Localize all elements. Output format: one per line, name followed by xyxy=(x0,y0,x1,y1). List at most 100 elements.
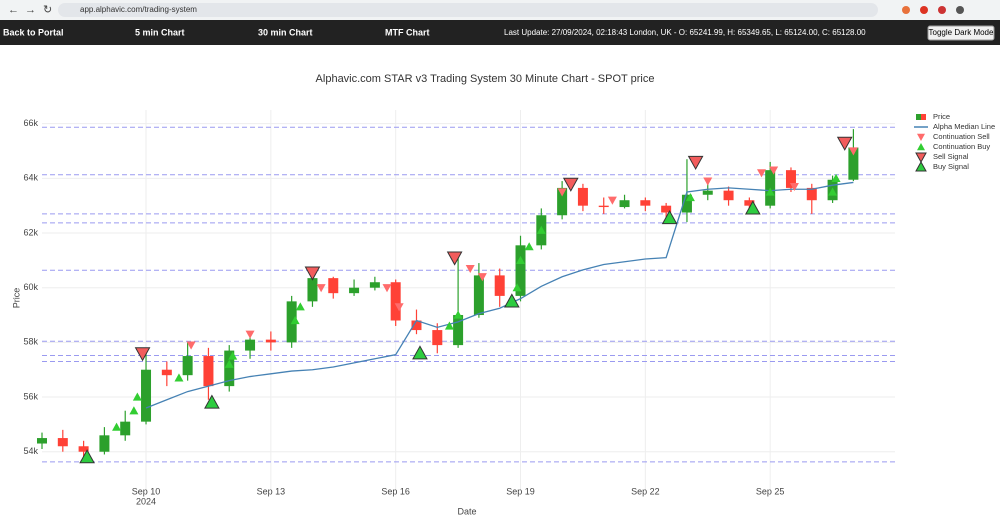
candle-body xyxy=(99,435,110,452)
nav-link[interactable]: MTF Chart xyxy=(385,27,430,37)
x-tick-label: Sep 19 xyxy=(506,486,535,496)
signal-marker xyxy=(503,293,520,308)
legend-label: Price xyxy=(933,112,950,121)
candle-body xyxy=(848,147,859,180)
continuation-marker xyxy=(174,373,184,382)
legend-label: Alpha Median Line xyxy=(933,122,995,131)
address-field[interactable] xyxy=(58,3,878,17)
continuation-marker xyxy=(453,310,463,319)
continuation-marker xyxy=(524,242,534,251)
continuation-marker xyxy=(557,188,567,197)
y-tick-label: 62k xyxy=(23,227,38,237)
signal-marker xyxy=(661,209,678,225)
legend-symbol xyxy=(915,160,927,172)
candle-body xyxy=(224,350,235,387)
continuation-marker xyxy=(129,406,139,415)
x-tick-label: Sep 16 xyxy=(381,486,410,496)
nav-bar: Back to Portal 5 min Chart 30 min Chart … xyxy=(0,20,1000,45)
signal-marker xyxy=(204,394,220,409)
continuation-marker xyxy=(765,187,775,196)
candle-body xyxy=(349,287,360,294)
candle-body xyxy=(245,339,256,351)
legend-label: Sell Signal xyxy=(933,152,969,161)
ext-icon[interactable] xyxy=(920,6,928,14)
candle-body xyxy=(806,187,817,201)
continuation-marker xyxy=(536,225,546,234)
x-tick-label: Sep 25 xyxy=(756,486,785,496)
continuation-marker xyxy=(112,422,122,431)
continuation-marker xyxy=(394,303,404,312)
x-tick-label: Sep 13 xyxy=(257,486,286,496)
continuation-marker xyxy=(224,359,234,368)
candle-body xyxy=(328,278,339,294)
nav-link[interactable]: 30 min Chart xyxy=(258,27,313,37)
continuation-marker xyxy=(316,284,326,293)
median-line xyxy=(145,181,854,409)
candle-body xyxy=(473,275,484,316)
signal-marker xyxy=(134,347,151,362)
candle-body xyxy=(307,278,318,302)
continuation-marker xyxy=(607,196,617,205)
candle-body xyxy=(598,205,609,208)
ext-icon[interactable] xyxy=(902,6,910,14)
candle-body xyxy=(286,301,297,343)
candle-body xyxy=(390,282,401,321)
candle-body xyxy=(557,187,568,216)
ext-icon[interactable] xyxy=(938,6,946,14)
candle-body xyxy=(681,194,692,213)
candle-body xyxy=(265,339,276,343)
candle-body xyxy=(161,369,172,376)
y-tick-label: 64k xyxy=(23,173,38,183)
nav-link[interactable]: 5 min Chart xyxy=(135,27,185,37)
y-tick-label: 60k xyxy=(23,282,38,292)
url[interactable]: app.alphavic.com/trading-system xyxy=(80,5,197,14)
x-tick-label: Sep 10 xyxy=(132,486,161,496)
signal-marker xyxy=(412,345,428,360)
ext-icon[interactable] xyxy=(956,6,964,14)
y-tick-label: 58k xyxy=(23,337,38,347)
y-tick-label: 66k xyxy=(23,118,38,128)
nav-link[interactable]: Back to Portal xyxy=(3,27,64,37)
continuation-marker xyxy=(295,302,305,311)
continuation-marker xyxy=(769,166,779,175)
candle-body xyxy=(203,356,214,387)
legend-label: Buy Signal xyxy=(933,162,969,171)
continuation-marker xyxy=(477,273,487,282)
continuation-marker xyxy=(382,284,392,293)
continuation-marker xyxy=(703,177,713,186)
y-axis-title: Price xyxy=(11,288,21,309)
legend-symbol xyxy=(917,133,925,141)
candle-body xyxy=(577,187,588,206)
continuation-marker xyxy=(290,316,300,325)
dark-mode-button-label[interactable]: Toggle Dark Mode xyxy=(929,28,994,37)
continuation-marker xyxy=(465,264,475,274)
continuation-marker xyxy=(228,351,238,360)
continuation-marker xyxy=(789,182,799,192)
candle-body xyxy=(723,190,734,201)
signal-marker xyxy=(79,449,95,464)
x-axis-title: Date xyxy=(457,506,476,516)
continuation-marker xyxy=(132,392,142,401)
plot: 54k 56k 58k 60k 62k 64k 66k Sep 10 Sep 13 Sep 16 S… xyxy=(23,110,995,506)
signal-marker xyxy=(304,266,321,281)
last-update: Last Update: 27/09/2024, 02:18:43 London… xyxy=(504,28,866,37)
reload-icon[interactable]: ↻ xyxy=(43,4,52,16)
candle-body xyxy=(141,369,152,422)
continuation-marker xyxy=(512,283,522,292)
candle-body xyxy=(369,282,380,288)
candle-body xyxy=(702,190,713,195)
forward-icon[interactable]: → xyxy=(25,4,36,16)
candle-body xyxy=(411,320,422,331)
continuation-marker xyxy=(828,187,838,196)
chart-title: Alphavic.com STAR v3 Trading System 30 M… xyxy=(316,73,655,85)
candle-body xyxy=(661,205,672,213)
continuation-marker xyxy=(516,255,526,264)
x-tick-year: 2024 xyxy=(136,496,156,506)
dark-mode-button[interactable] xyxy=(927,25,995,41)
candle-body xyxy=(515,245,526,296)
candle-body xyxy=(494,275,505,296)
signal-marker xyxy=(836,136,853,151)
back-icon[interactable]: ← xyxy=(8,4,19,16)
legend-symbol xyxy=(921,114,926,120)
